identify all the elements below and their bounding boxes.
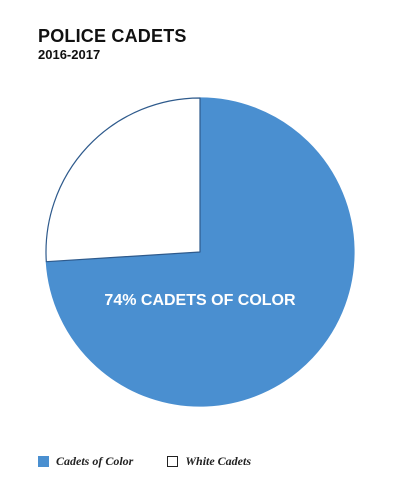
- pie-slice-white-cadets: [45, 97, 201, 263]
- pie-annotation-label: 74% CADETS OF COLOR: [104, 292, 296, 309]
- legend-label-cadets-of-color: Cadets of Color: [56, 454, 134, 468]
- legend-label-white-cadets: White Cadets: [185, 454, 252, 468]
- chart-subtitle: 2016-2017: [38, 47, 101, 62]
- chart-legend: Cadets of Color White Cadets: [38, 454, 285, 469]
- legend-swatch-white-cadets: [167, 456, 179, 467]
- legend-item-white-cadets: White Cadets: [167, 454, 251, 469]
- legend-item-cadets-of-color: Cadets of Color: [38, 454, 133, 469]
- legend-swatch-cadets-of-color: [38, 456, 49, 467]
- chart-title: POLICE CADETS: [38, 26, 187, 46]
